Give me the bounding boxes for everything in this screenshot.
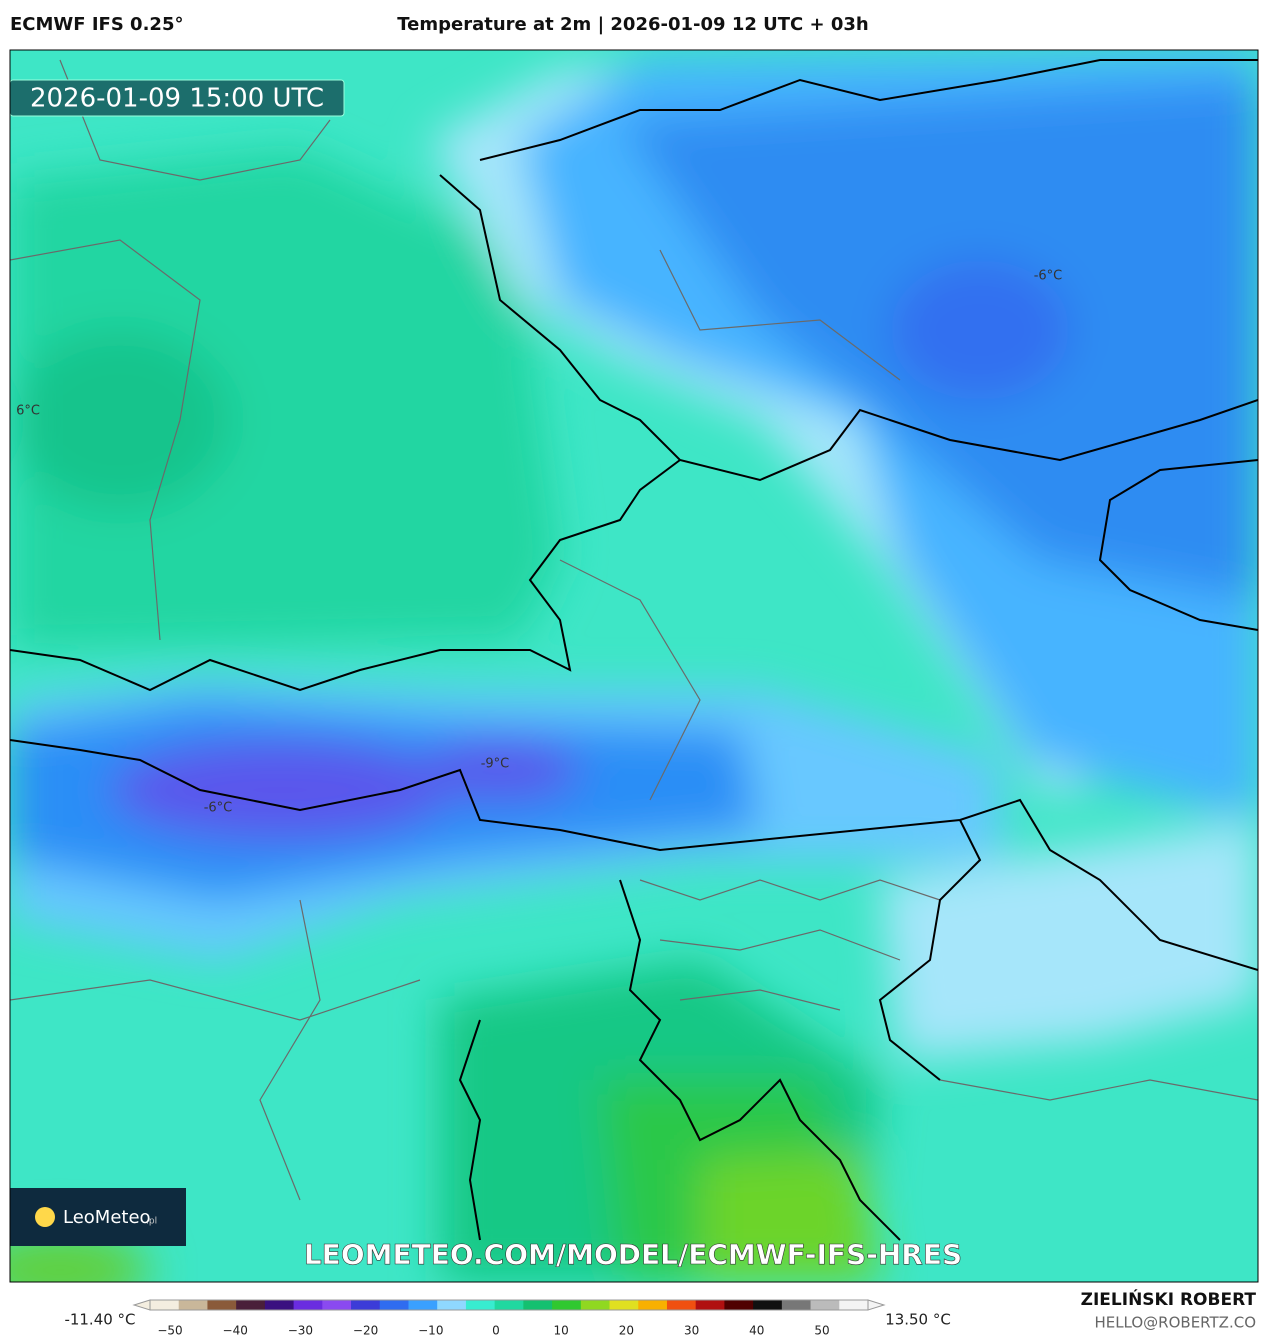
colorbar-segment xyxy=(293,1300,323,1310)
map-title: Temperature at 2m | 2026-01-09 12 UTC + … xyxy=(397,14,868,35)
colorbar-segment xyxy=(494,1300,524,1310)
colorbar-segment xyxy=(523,1300,553,1310)
logo-sun xyxy=(35,1207,55,1227)
colorbar-segment xyxy=(666,1300,697,1310)
contour-label: -6°C xyxy=(1034,269,1063,284)
colorbar-segment xyxy=(695,1300,725,1310)
colorbar-segment xyxy=(236,1300,266,1310)
contour-label: -6°C xyxy=(204,801,233,816)
colorbar-min: -11.40 °C xyxy=(64,1311,135,1329)
colorbar-segment xyxy=(753,1300,783,1310)
colorbar-max: 13.50 °C xyxy=(885,1311,951,1329)
url-watermark: LEOMETEO.COM/MODEL/ECMWF-IFS-HRES xyxy=(304,1238,962,1271)
contour-label: -9°C xyxy=(481,757,510,772)
author: ZIELIŃSKI ROBERT xyxy=(1081,1288,1257,1310)
colorbar-segment xyxy=(207,1300,237,1310)
colorbar-tick-label: −50 xyxy=(157,1324,182,1338)
colorbar-segment xyxy=(351,1300,381,1310)
map-frame xyxy=(9,49,1259,1283)
colorbar-segment xyxy=(379,1300,409,1310)
colorbar-tick-label: −30 xyxy=(288,1324,313,1338)
country-borders xyxy=(10,59,1258,1241)
colorbar-end xyxy=(867,1299,886,1311)
model-name: ECMWF IFS 0.25° xyxy=(10,14,183,35)
region-borders xyxy=(10,59,1258,1201)
colorbar-tick-label: 10 xyxy=(554,1324,569,1338)
colorbar-segment xyxy=(609,1300,639,1310)
colorbar-tick-label: 0 xyxy=(492,1324,500,1338)
colorbar-segment xyxy=(465,1300,496,1310)
colorbar-segment xyxy=(322,1300,352,1310)
colorbar-segment xyxy=(552,1300,582,1310)
logo-suffix: .pl xyxy=(146,1217,157,1227)
colorbar-segment xyxy=(408,1300,438,1310)
temperature-field xyxy=(10,50,1258,1282)
email: HELLO@ROBERTZ.CO xyxy=(1094,1314,1256,1332)
colorbar-segment xyxy=(724,1300,754,1310)
colorbar-segment xyxy=(437,1300,467,1310)
colorbar-tick-label: 20 xyxy=(619,1324,634,1338)
colorbar-end xyxy=(132,1299,151,1311)
timestamp-box xyxy=(10,79,345,117)
colorbar-outline xyxy=(149,1299,869,1311)
colorbar-segment xyxy=(810,1300,840,1310)
colorbar-segment xyxy=(781,1300,812,1310)
colorbar-segment xyxy=(264,1300,295,1310)
colorbar-tick-label: 30 xyxy=(684,1324,699,1338)
colorbar-segment xyxy=(178,1300,208,1310)
colorbar-tick-label: −20 xyxy=(353,1324,378,1338)
logo-text: LeoMeteo xyxy=(63,1207,151,1228)
colorbar-segment xyxy=(580,1300,611,1310)
colorbar-tick-label: −10 xyxy=(418,1324,443,1338)
colorbar-segment xyxy=(150,1300,180,1310)
colorbar-segment xyxy=(839,1300,869,1310)
colorbar-tick-label: 40 xyxy=(749,1324,764,1338)
map: 2026-01-09 15:00 UTC 6°C -6°C -9°C -6°C … xyxy=(10,50,1258,1282)
colorbar-tick-label: 50 xyxy=(814,1324,829,1338)
colorbar-segment xyxy=(638,1300,668,1310)
timestamp: 2026-01-09 15:00 UTC xyxy=(30,84,324,114)
contour-label: 6°C xyxy=(16,404,40,419)
colorbar-tick-label: −40 xyxy=(223,1324,248,1338)
colorbar: −50 −40 −30 −20 −10 0 10 20 30 40 50 xyxy=(132,1299,886,1338)
